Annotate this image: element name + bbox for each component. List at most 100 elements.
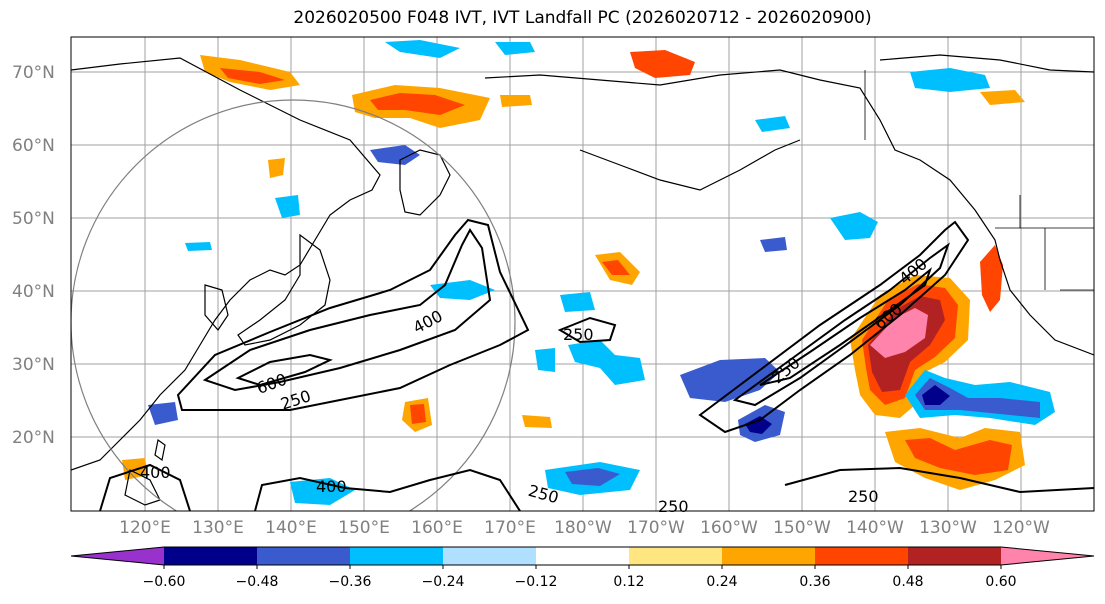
lon-label: 140°W	[846, 518, 904, 538]
latitude-labels: 70°N 60°N 50°N 40°N 30°N 20°N	[12, 63, 55, 448]
shade-negative	[185, 242, 212, 251]
lon-label: 130°E	[192, 518, 244, 538]
shade-negative	[370, 145, 420, 165]
shade-negative	[495, 42, 535, 55]
colorbar-tick-label: 0.48	[892, 574, 923, 590]
shade-positive	[602, 260, 630, 275]
colorbar-swatch	[908, 547, 1002, 565]
contour-250-mid	[557, 316, 617, 344]
lon-label: 120°E	[119, 518, 171, 538]
coastline-arctic	[879, 54, 1094, 73]
pc-shading	[122, 40, 1055, 505]
lat-label: 60°N	[12, 136, 55, 156]
graticule	[71, 37, 1094, 511]
lon-label: 160°E	[411, 518, 463, 538]
lon-label: 150°E	[338, 518, 390, 538]
shade-negative	[430, 280, 495, 300]
colorbar-swatch	[722, 547, 816, 565]
contour-250-west	[176, 218, 530, 411]
lon-label: 170°W	[627, 518, 685, 538]
colorbar-swatch	[257, 547, 351, 565]
shade-negative	[922, 385, 950, 405]
contour-250-south	[254, 468, 521, 511]
lon-label: 160°W	[700, 518, 758, 538]
shade-positive	[980, 245, 1003, 312]
colorbar-tick-label: 0.36	[799, 574, 830, 590]
colorbar-swatch	[164, 547, 258, 565]
ivt-contours	[99, 218, 1094, 511]
shade-negative	[915, 378, 1040, 418]
lon-label: 140°E	[265, 518, 317, 538]
landfall-radius-circle	[71, 99, 516, 511]
contour-600-west	[235, 353, 333, 387]
shade-negative	[385, 40, 460, 58]
shade-negative	[275, 195, 300, 218]
colorbar-tick-label: −0.24	[422, 574, 465, 590]
longitude-labels: 120°E 130°E 140°E 150°E 160°E 170°E 180°…	[119, 518, 1050, 538]
colorbar-tick-label: 0.60	[985, 574, 1016, 590]
map-frame	[70, 36, 1095, 512]
shade-negative	[745, 416, 772, 434]
shade-negative	[565, 468, 620, 486]
lat-label: 20°N	[12, 428, 55, 448]
coastline-asia	[71, 57, 381, 471]
contour-label: 250	[848, 487, 879, 506]
shade-positive	[905, 438, 1012, 475]
shade-positive	[410, 404, 426, 424]
contour-250-southeast	[784, 466, 1094, 494]
lon-label: 150°W	[773, 518, 831, 538]
border-us-states	[1019, 195, 1094, 291]
shade-positive	[500, 95, 532, 107]
coastlines	[71, 54, 1094, 506]
coastline-taiwan	[154, 438, 166, 462]
colorbar-swatch	[350, 547, 444, 565]
coastline-philippines	[124, 469, 161, 506]
colorbar-swatch	[71, 547, 164, 565]
colorbar-tick-label: −0.36	[329, 574, 372, 590]
shade-negative	[760, 237, 787, 252]
lon-label: 180°W	[554, 518, 612, 538]
contour-label: 250	[658, 497, 689, 516]
coastline-alaska	[484, 69, 1094, 356]
colorbar-tick-label: 0.12	[613, 574, 644, 590]
shade-positive	[220, 68, 285, 84]
contour-600-east	[759, 267, 933, 386]
lat-label: 70°N	[12, 63, 55, 83]
contour-400-east	[732, 242, 950, 407]
contour-250-east	[698, 220, 970, 434]
lat-label: 50°N	[12, 209, 55, 229]
shade-negative	[680, 358, 780, 402]
contour-250-sw	[99, 463, 191, 511]
colorbar-swatch	[1001, 547, 1094, 565]
shade-negative	[755, 116, 790, 132]
coastline-kamchatka	[399, 149, 451, 216]
colorbar-swatch	[629, 547, 723, 565]
lon-label: 130°W	[919, 518, 977, 538]
borders	[864, 70, 1094, 291]
contour-label: 400	[316, 477, 347, 496]
shade-negative	[290, 478, 355, 505]
contour-400-west	[202, 228, 492, 392]
colorbar-tick-label: −0.60	[143, 574, 186, 590]
lon-label: 120°W	[992, 518, 1050, 538]
shade-negative	[560, 292, 595, 312]
lat-label: 30°N	[12, 355, 55, 375]
colorbar-tick-label: −0.12	[515, 574, 558, 590]
shade-negative	[148, 402, 178, 425]
coastline-aleutians	[579, 139, 801, 191]
colorbar: −0.60 −0.48 −0.36 −0.24 −0.12 0.12 0.24 0.36 0.4…	[70, 546, 1095, 590]
coastline-korea	[204, 284, 229, 331]
lon-label: 170°E	[484, 518, 536, 538]
colorbar-swatch	[815, 547, 909, 565]
shade-positive	[870, 308, 928, 358]
shade-positive	[522, 415, 552, 428]
chart-title: 2026020500 F048 IVT, IVT Landfall PC (20…	[293, 8, 872, 28]
shade-negative	[830, 212, 878, 240]
shade-positive	[370, 93, 465, 115]
shade-positive	[980, 90, 1025, 105]
lat-label: 40°N	[12, 282, 55, 302]
shade-positive	[268, 158, 285, 178]
colorbar-swatch	[536, 547, 630, 565]
shade-positive	[630, 50, 695, 78]
